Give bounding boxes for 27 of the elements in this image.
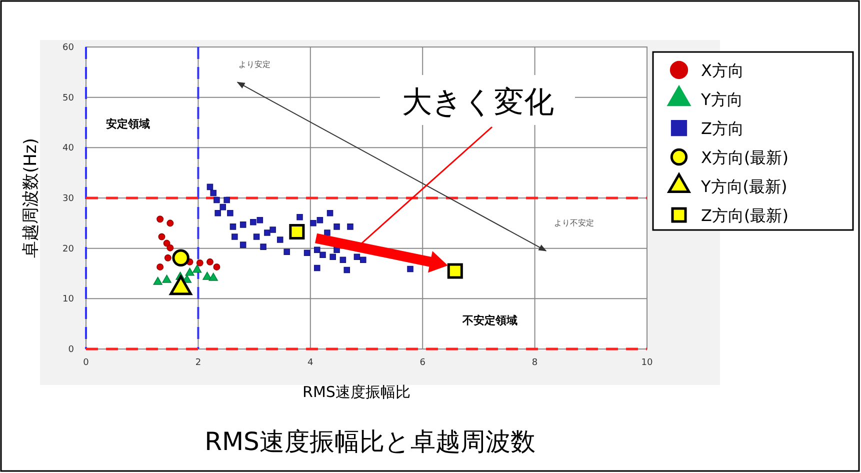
y-tick-label: 60 [62, 43, 74, 53]
annotation: 大きく変化 [402, 85, 554, 120]
x-tick-label: 8 [532, 358, 538, 368]
legend-label: Z方向 [701, 119, 744, 138]
text: RMS速度振幅比と卓越周波数 [204, 427, 536, 456]
x-axis-title: RMS速度振幅比 [302, 383, 410, 401]
annotation: 不安定領域 [461, 314, 518, 327]
y-tick-label: 40 [62, 144, 74, 154]
legend-label: X方向 [701, 61, 744, 80]
y-tick-label: 30 [62, 194, 74, 204]
y-tick-label: 20 [62, 244, 74, 254]
annotation: より不安定 [554, 218, 594, 228]
x-tick-label: 0 [83, 358, 90, 368]
legend-label: X方向(最新) [701, 148, 788, 167]
y-axis-title: 卓越周波数(Hz) [21, 138, 41, 258]
y-tick-label: 50 [62, 93, 74, 104]
legend-label: Z方向(最新) [701, 206, 788, 225]
annotation: より安定 [238, 60, 270, 70]
annotation: 安定領域 [106, 118, 150, 131]
y-tick-label: 10 [62, 294, 74, 305]
legend-label: Y方向(最新) [700, 177, 788, 196]
legend-label: Y方向 [700, 90, 743, 109]
x-tick-label: 6 [420, 358, 426, 368]
x-tick-label: 2 [195, 358, 202, 368]
x-tick-label: 4 [308, 358, 314, 368]
y-tick-label: 0 [68, 345, 74, 355]
x-tick-label: 10 [641, 358, 653, 368]
